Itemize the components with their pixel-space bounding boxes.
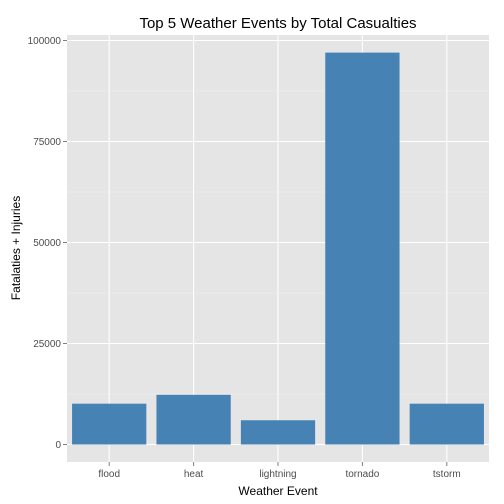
chart-title: Top 5 Weather Events by Total Casualties [139, 15, 416, 32]
bar-tornado [325, 52, 400, 445]
bar-tstorm [409, 403, 484, 445]
x-tick-label: tornado [345, 469, 379, 480]
y-axis: 0 25000 50000 75000 100000 [28, 36, 67, 451]
x-tick-label: heat [184, 469, 204, 480]
x-tick-label: tstorm [433, 469, 461, 480]
y-tick-label: 100000 [28, 36, 62, 47]
grid-lines [67, 35, 489, 462]
bars [72, 52, 484, 445]
y-tick-label: 50000 [33, 238, 61, 249]
x-axis-title: Weather Event [238, 484, 318, 498]
y-axis-title: Fatalaties + Injuries [9, 196, 23, 300]
y-tick-label: 25000 [33, 339, 61, 350]
bar-heat [156, 394, 231, 445]
bar-lightning [240, 420, 316, 445]
x-axis: flood heat lightning tornado tstorm [98, 462, 461, 480]
x-tick-label: flood [98, 469, 120, 480]
x-tick-label: lightning [259, 469, 296, 480]
y-tick-label: 75000 [33, 137, 61, 148]
y-tick-label: 0 [55, 440, 61, 451]
bar-flood [72, 403, 147, 445]
